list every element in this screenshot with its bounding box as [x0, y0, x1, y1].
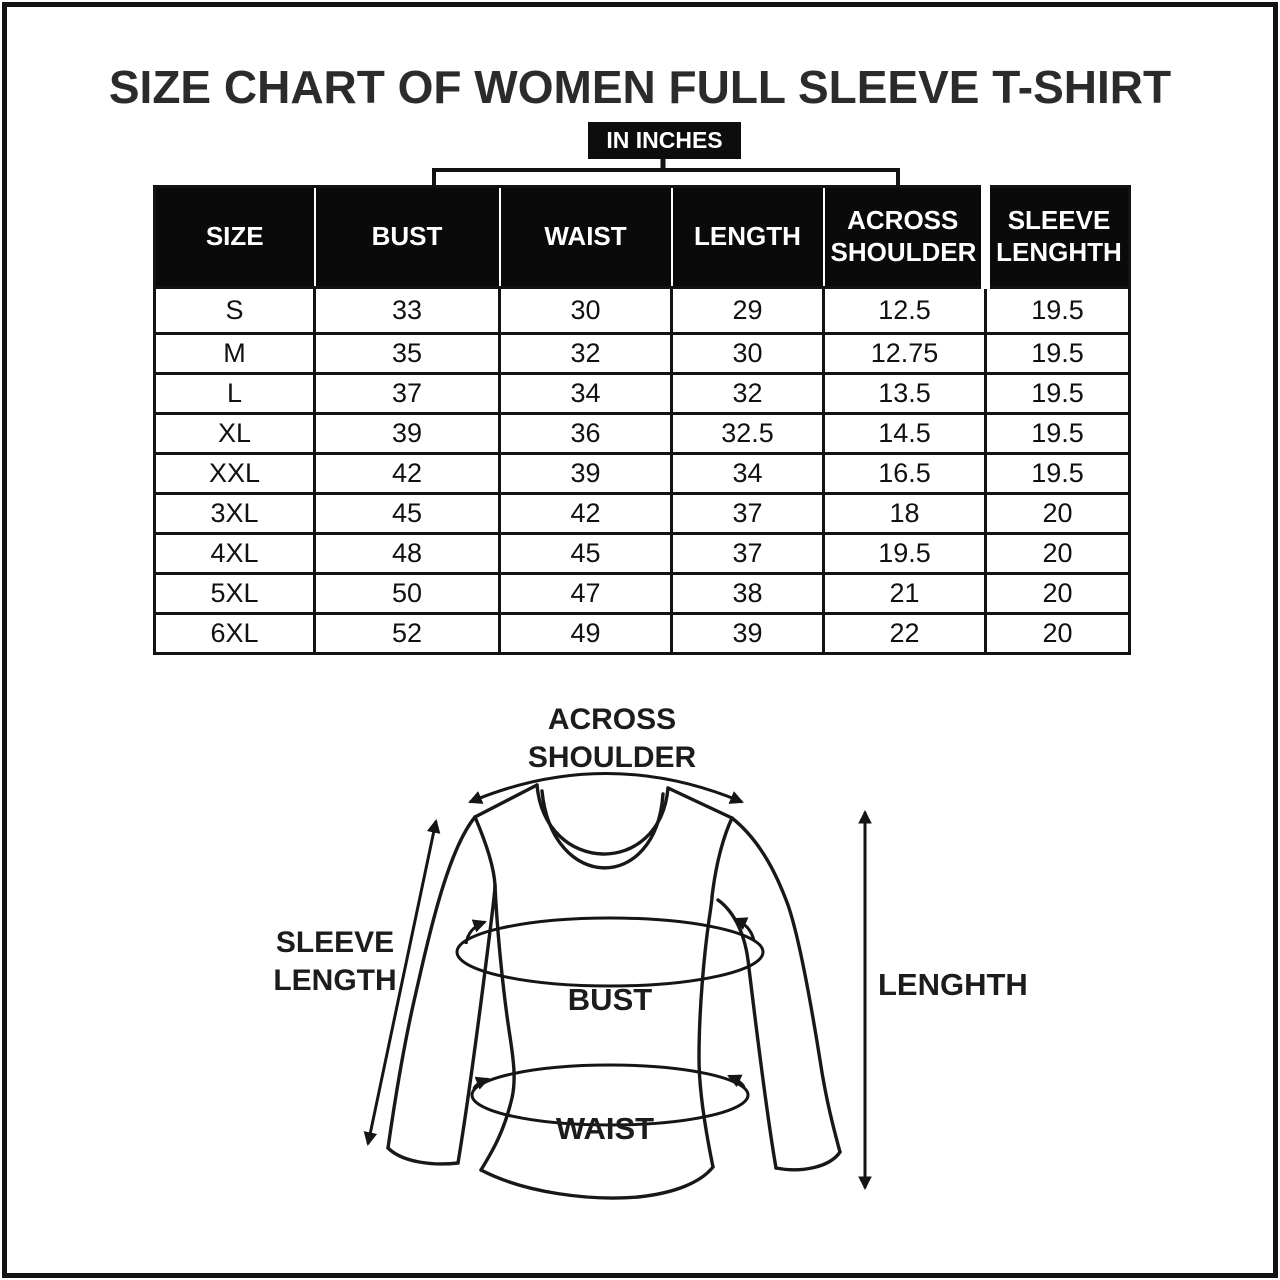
column-header-waist: WAIST	[498, 185, 673, 289]
table-cell: 45	[498, 532, 673, 575]
table-cell: 37	[670, 492, 825, 535]
table-row: L 37 34 32 13.5 19.5	[153, 372, 1131, 415]
table-cell: 19.5	[984, 332, 1131, 375]
table-cell: 37	[670, 532, 825, 575]
table-cell: 36	[498, 412, 673, 455]
table-cell: 29	[670, 286, 825, 335]
table-cell: 19.5	[984, 286, 1131, 335]
table-cell: 30	[670, 332, 825, 375]
across-shoulder-arrow	[468, 772, 744, 804]
table-cell: 39	[498, 452, 673, 495]
table-cell: 48	[313, 532, 501, 575]
table-cell: 5XL	[153, 572, 316, 615]
table-cell: 37	[313, 372, 501, 415]
table-row: XXL 42 39 34 16.5 19.5	[153, 452, 1131, 495]
table-cell: 14.5	[822, 412, 987, 455]
table-cell: 34	[498, 372, 673, 415]
table-cell: M	[153, 332, 316, 375]
table-cell: 20	[984, 492, 1131, 535]
table-cell: 30	[498, 286, 673, 335]
bust-label: BUST	[567, 982, 653, 1017]
table-cell: XL	[153, 412, 316, 455]
table-cell: 33	[313, 286, 501, 335]
table-row: 5XL 50 47 38 21 20	[153, 572, 1131, 615]
table-row: M 35 32 30 12.75 19.5	[153, 332, 1131, 375]
table-cell: 6XL	[153, 612, 316, 655]
bust-girth-ellipse	[455, 916, 765, 988]
table-cell: 32	[498, 332, 673, 375]
waist-girth-ellipse	[470, 1063, 750, 1127]
table-cell: L	[153, 372, 316, 415]
table-cell: 16.5	[822, 452, 987, 495]
tshirt-outline	[386, 783, 842, 1200]
table-cell: 19.5	[984, 412, 1131, 455]
table-cell: 52	[313, 612, 501, 655]
table-cell: 4XL	[153, 532, 316, 575]
column-header-length: LENGTH	[670, 185, 825, 289]
table-cell: 39	[670, 612, 825, 655]
table-cell: 42	[313, 452, 501, 495]
table-cell: 42	[498, 492, 673, 535]
table-cell: 19.5	[984, 372, 1131, 415]
sleeve-length-label: SLEEVE LENGTH	[273, 926, 397, 997]
table-row: XL 39 36 32.5 14.5 19.5	[153, 412, 1131, 455]
table-cell: 39	[313, 412, 501, 455]
measure-arrows	[363, 772, 872, 1191]
table-cell: 12.75	[822, 332, 987, 375]
waist-label: WAIST	[555, 1111, 655, 1146]
sleeve-length-arrow	[363, 818, 441, 1147]
table-cell: 13.5	[822, 372, 987, 415]
table-cell: 32	[670, 372, 825, 415]
badge-connector-bracket	[432, 159, 900, 187]
size-table-body: S 33 30 29 12.5 19.5 M 35 32 30 12.75 19.5 L 37 34 32 13…	[153, 286, 1131, 655]
table-cell: XXL	[153, 452, 316, 495]
column-header-across-shoulder: ACROSS SHOULDER	[822, 185, 987, 289]
table-row: 6XL 52 49 39 22 20	[153, 612, 1131, 655]
table-cell: 22	[822, 612, 987, 655]
table-cell: 20	[984, 572, 1131, 615]
table-cell: 3XL	[153, 492, 316, 535]
table-cell: S	[153, 286, 316, 335]
page-title: SIZE CHART OF WOMEN FULL SLEEVE T-SHIRT	[108, 61, 1172, 113]
table-cell: 50	[313, 572, 501, 615]
table-cell: 47	[498, 572, 673, 615]
across-shoulder-label: ACROSS SHOULDER	[527, 703, 697, 774]
table-cell: 32.5	[670, 412, 825, 455]
table-cell: 12.5	[822, 286, 987, 335]
table-cell: 49	[498, 612, 673, 655]
size-table: SIZE BUST WAIST LENGTH ACROSS SHOULDER S…	[153, 185, 1131, 655]
column-header-sleeve-length: SLEEVE LENGHTH	[981, 185, 1131, 289]
table-row: 3XL 45 42 37 18 20	[153, 492, 1131, 535]
column-header-bust: BUST	[313, 185, 501, 289]
table-cell: 21	[822, 572, 987, 615]
table-cell: 19.5	[984, 452, 1131, 495]
unit-badge: IN INCHES	[588, 122, 741, 159]
table-cell: 35	[313, 332, 501, 375]
table-cell: 34	[670, 452, 825, 495]
table-cell: 20	[984, 532, 1131, 575]
column-header-size: SIZE	[153, 185, 316, 289]
table-cell: 38	[670, 572, 825, 615]
table-cell: 19.5	[822, 532, 987, 575]
length-label: LENGHTH	[878, 967, 1028, 1002]
table-cell: 20	[984, 612, 1131, 655]
table-row: 4XL 48 45 37 19.5 20	[153, 532, 1131, 575]
table-header-row: SIZE BUST WAIST LENGTH ACROSS SHOULDER S…	[153, 185, 1131, 289]
table-cell: 45	[313, 492, 501, 535]
table-cell: 18	[822, 492, 987, 535]
table-row: S 33 30 29 12.5 19.5	[153, 286, 1131, 335]
